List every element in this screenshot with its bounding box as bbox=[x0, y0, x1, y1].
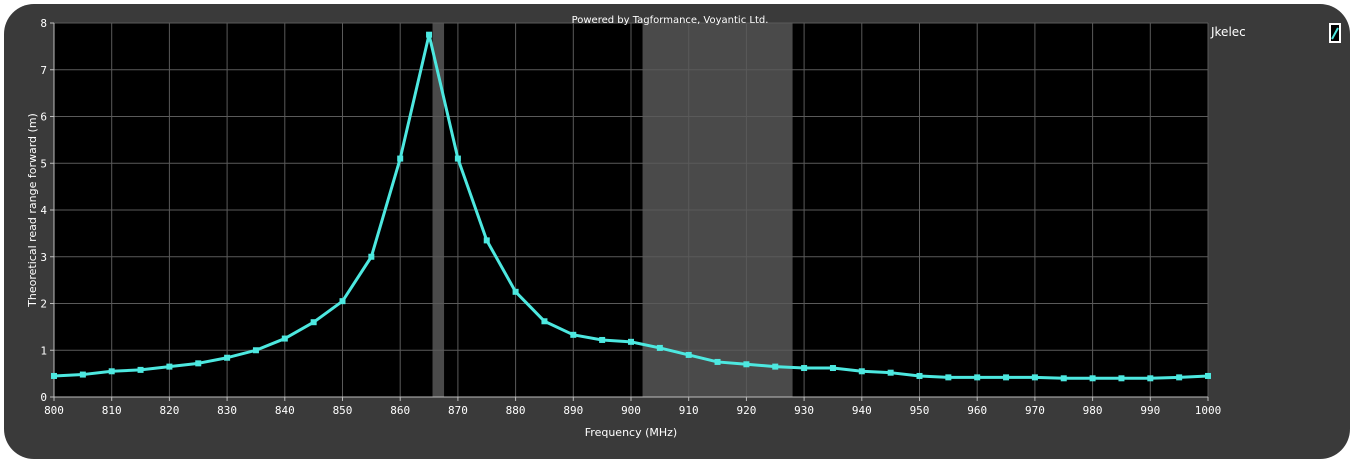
data-point bbox=[397, 155, 404, 162]
y-tick-label: 8 bbox=[40, 17, 47, 30]
data-point bbox=[974, 374, 981, 381]
x-tick-label: 890 bbox=[563, 404, 583, 417]
x-tick-label: 980 bbox=[1083, 404, 1103, 417]
x-tick-label: 840 bbox=[275, 404, 295, 417]
y-tick-label: 3 bbox=[40, 251, 47, 264]
data-point bbox=[368, 253, 375, 260]
data-point bbox=[628, 338, 634, 345]
data-point bbox=[801, 365, 808, 372]
y-tick-label: 5 bbox=[40, 157, 47, 170]
x-axis-title: Frequency (MHz) bbox=[585, 426, 677, 439]
chart-panel: 800 810 820 830 840 850 860 870 880 890 900 910 920 9… bbox=[4, 4, 1350, 459]
x-tick-label: 990 bbox=[1140, 404, 1160, 417]
data-point bbox=[454, 155, 461, 162]
data-point bbox=[945, 374, 952, 381]
data-point bbox=[426, 31, 433, 38]
data-point bbox=[1147, 375, 1154, 382]
data-point bbox=[108, 368, 115, 375]
data-point bbox=[137, 366, 144, 373]
data-point bbox=[1176, 374, 1183, 381]
data-point bbox=[512, 288, 519, 295]
y-axis-title: Theoretical read range forward (m) bbox=[26, 113, 39, 308]
data-point bbox=[1031, 374, 1038, 381]
data-point bbox=[858, 368, 865, 375]
data-point bbox=[1003, 374, 1010, 381]
x-tick-label: 910 bbox=[679, 404, 699, 417]
y-tick-label: 4 bbox=[40, 204, 47, 217]
x-tick-label: 920 bbox=[736, 404, 756, 417]
x-tick-label: 950 bbox=[910, 404, 930, 417]
data-point bbox=[195, 360, 202, 367]
data-point bbox=[743, 361, 750, 368]
y-tick-label: 1 bbox=[40, 344, 47, 357]
data-point bbox=[224, 354, 231, 361]
x-tick-label: 880 bbox=[506, 404, 526, 417]
y-tick-label: 2 bbox=[40, 298, 47, 311]
x-tick-label: 970 bbox=[1025, 404, 1045, 417]
x-tick-label: 960 bbox=[967, 404, 987, 417]
x-tick-label: 800 bbox=[44, 404, 64, 417]
x-tick-label: 900 bbox=[621, 404, 641, 417]
data-point bbox=[570, 331, 577, 338]
data-point bbox=[79, 371, 86, 378]
data-point bbox=[483, 237, 490, 244]
line-swatch-icon bbox=[1329, 23, 1341, 43]
data-point bbox=[339, 298, 346, 305]
data-point bbox=[714, 358, 721, 365]
data-point bbox=[916, 372, 923, 379]
x-tick-label: 820 bbox=[159, 404, 179, 417]
data-point bbox=[1118, 375, 1125, 382]
data-point bbox=[281, 335, 288, 342]
data-point bbox=[310, 319, 317, 326]
y-tick-label: 6 bbox=[40, 111, 47, 124]
x-tick-label: 870 bbox=[448, 404, 468, 417]
y-tick-label: 0 bbox=[40, 391, 47, 404]
data-point bbox=[541, 318, 548, 325]
data-point bbox=[656, 344, 663, 351]
data-point bbox=[252, 347, 259, 354]
y-tick-label: 7 bbox=[40, 64, 47, 77]
data-point bbox=[1205, 372, 1211, 379]
chart-credit: Powered by Tagformance, Voyantic Ltd. bbox=[572, 15, 769, 26]
x-tick-label: 1000 bbox=[1195, 404, 1222, 417]
data-point bbox=[685, 351, 692, 358]
read-range-chart: 800 810 820 830 840 850 860 870 880 890 900 910 920 9… bbox=[26, 15, 1341, 439]
legend-series-label: Jkelec bbox=[1210, 25, 1246, 39]
data-point bbox=[51, 372, 57, 379]
data-point bbox=[1060, 375, 1067, 382]
x-tick-label: 940 bbox=[852, 404, 872, 417]
x-tick-label: 930 bbox=[794, 404, 814, 417]
data-point bbox=[887, 369, 894, 376]
x-tick-label: 810 bbox=[102, 404, 122, 417]
data-point bbox=[599, 336, 606, 343]
x-tick-label: 850 bbox=[333, 404, 353, 417]
data-point bbox=[1089, 375, 1096, 382]
x-tick-label: 830 bbox=[217, 404, 237, 417]
data-point bbox=[772, 363, 779, 370]
x-tick-label: 860 bbox=[390, 404, 410, 417]
data-point bbox=[166, 363, 173, 370]
data-point bbox=[829, 365, 836, 372]
